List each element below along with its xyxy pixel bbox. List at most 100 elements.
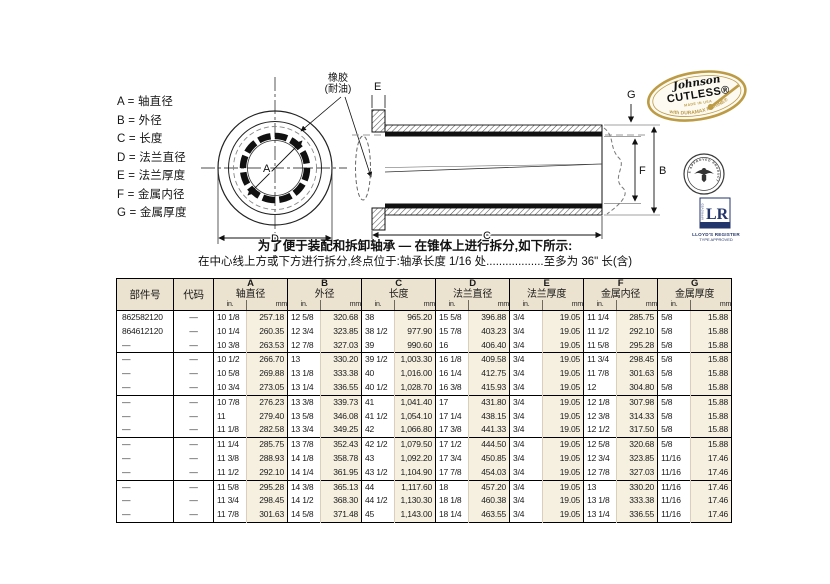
mm-value-cell: 330.20 bbox=[319, 352, 362, 368]
in-value-cell: 10 7/8 bbox=[213, 394, 247, 410]
mm-value-cell: 396.88 bbox=[468, 310, 510, 325]
in-value-cell: 11 3/4 bbox=[583, 352, 617, 368]
mm-value-cell: 1,092.20 bbox=[394, 451, 436, 466]
unit-mm: mm bbox=[394, 300, 436, 311]
unit-mm: mm bbox=[542, 300, 584, 311]
code-cell: — bbox=[173, 423, 214, 438]
dim-letter: A bbox=[247, 278, 254, 289]
mm-value-cell: 298.45 bbox=[246, 494, 288, 509]
in-value-cell: 3/4 bbox=[509, 423, 543, 438]
mm-value-cell: 19.05 bbox=[542, 324, 584, 339]
rubber-label-line1: 橡胶 bbox=[328, 71, 348, 84]
mm-value-cell: 339.73 bbox=[319, 394, 362, 410]
mm-value-cell: 320.68 bbox=[319, 310, 362, 325]
mm-value-cell: 346.08 bbox=[319, 409, 362, 424]
unit-in: in. bbox=[435, 300, 469, 311]
in-value-cell: 13 3/8 bbox=[287, 394, 321, 410]
in-value-cell: 11 7/8 bbox=[583, 367, 617, 381]
mm-value-cell: 15.88 bbox=[690, 338, 732, 353]
in-value-cell: 15 5/8 bbox=[435, 310, 469, 325]
in-value-cell: 17 7/8 bbox=[435, 465, 469, 481]
in-value-cell: 13 1/4 bbox=[583, 508, 617, 523]
in-value-cell: 10 1/8 bbox=[213, 310, 247, 325]
code-cell: — bbox=[173, 437, 214, 452]
in-value-cell: 12 7/8 bbox=[583, 465, 617, 481]
unit-mm: mm bbox=[246, 300, 288, 311]
mm-value-cell: 336.55 bbox=[319, 380, 362, 396]
mm-value-cell: 1,054.10 bbox=[394, 409, 436, 424]
in-value-cell: 42 1/2 bbox=[361, 437, 395, 452]
legend-item-c: C = 长度 bbox=[117, 133, 163, 145]
table-row: — —10 3/4 273.05 13 1/4 336.55 40 1/2 1,028.70… bbox=[117, 380, 732, 396]
in-value-cell: 3/4 bbox=[509, 367, 543, 381]
mm-value-cell: 257.18 bbox=[246, 310, 288, 325]
col-header-dim-d: D 法兰直径 bbox=[435, 278, 510, 300]
mm-value-cell: 371.48 bbox=[319, 508, 362, 523]
in-value-cell: 14 1/8 bbox=[287, 451, 321, 466]
mm-value-cell: 333.38 bbox=[616, 494, 658, 509]
mm-value-cell: 288.93 bbox=[246, 451, 288, 466]
in-value-cell: 10 3/4 bbox=[213, 380, 247, 396]
in-value-cell: 12 5/8 bbox=[583, 437, 617, 452]
lr-side-text: APPROVED bbox=[701, 203, 705, 220]
mm-value-cell: 279.40 bbox=[246, 409, 288, 424]
code-cell: — bbox=[173, 352, 214, 368]
in-value-cell: 5/8 bbox=[657, 437, 691, 452]
dim-name: 轴直径 bbox=[235, 289, 266, 300]
note-line1: 为了便于装配和拆卸轴承 — 在锥体上进行拆分,如下所示: bbox=[257, 239, 573, 253]
table-row: — —11 1/2 292.10 14 1/4 361.95 43 1/2 1,104.90… bbox=[117, 465, 732, 481]
in-value-cell: 5/8 bbox=[657, 409, 691, 424]
mm-value-cell: 1,117.60 bbox=[394, 479, 436, 495]
in-value-cell: 42 bbox=[361, 423, 395, 438]
in-value-cell: 12 bbox=[583, 380, 617, 396]
in-value-cell: 11/16 bbox=[657, 479, 691, 495]
mm-value-cell: 15.88 bbox=[690, 394, 732, 410]
dim-label-e: E bbox=[374, 81, 381, 93]
unit-in: in. bbox=[509, 300, 543, 311]
in-value-cell: 13 1/4 bbox=[287, 380, 321, 396]
mm-value-cell: 263.53 bbox=[246, 338, 288, 353]
in-value-cell: 39 bbox=[361, 338, 395, 353]
part-number-cell: — bbox=[122, 424, 131, 435]
table-row: — —11 3/4 298.45 14 1/2 368.30 44 1/2 1,130.30… bbox=[117, 494, 732, 509]
in-value-cell: 11 7/8 bbox=[213, 508, 247, 523]
lloyds-register-logo: LR APPROVED LLOYD'S REGISTER TYPE APPROV… bbox=[684, 197, 748, 242]
mm-value-cell: 1,143.00 bbox=[394, 508, 436, 523]
col-header-dim-f: F 金属内径 bbox=[583, 278, 658, 300]
in-value-cell: 16 3/8 bbox=[435, 380, 469, 396]
code-cell: — bbox=[173, 508, 214, 523]
mm-value-cell: 457.20 bbox=[468, 479, 510, 495]
dim-name: 金属内径 bbox=[600, 289, 641, 300]
in-value-cell: 45 bbox=[361, 508, 395, 523]
part-number-cell: — bbox=[116, 394, 174, 410]
mm-value-cell: 19.05 bbox=[542, 479, 584, 495]
col-header-dim-b: B 外径 bbox=[286, 278, 362, 300]
in-value-cell: 13 bbox=[583, 479, 617, 495]
spec-table-body: 862582120—10 1/8 257.18 12 5/8 320.68 38 965.… bbox=[116, 310, 732, 523]
mm-value-cell: 307.98 bbox=[616, 394, 658, 410]
mm-value-cell: 295.28 bbox=[246, 479, 288, 495]
mm-value-cell: 1,016.00 bbox=[394, 367, 436, 381]
in-value-cell: 11 1/4 bbox=[213, 437, 247, 452]
mm-value-cell: 365.13 bbox=[319, 479, 362, 495]
in-value-cell: 3/4 bbox=[509, 494, 543, 509]
dim-letter: E bbox=[543, 278, 550, 289]
lr-caption-line2: TYPE APPROVED bbox=[699, 237, 733, 242]
legend-item-a: A = 轴直径 bbox=[117, 96, 174, 108]
code-cell: — bbox=[173, 380, 214, 396]
col-header-dim-c: C 长度 bbox=[361, 278, 436, 300]
assembly-note: 为了便于装配和拆卸轴承 — 在锥体上进行拆分,如下所示: 在中心线上方或下方进行… bbox=[105, 239, 725, 271]
in-value-cell: 15 7/8 bbox=[435, 324, 469, 339]
in-value-cell: 43 bbox=[361, 451, 395, 466]
in-value-cell: 5/8 bbox=[657, 423, 691, 438]
part-number-cell: — bbox=[116, 479, 174, 495]
mm-value-cell: 1,130.30 bbox=[394, 494, 436, 509]
in-value-cell: 12 3/8 bbox=[583, 409, 617, 424]
mm-value-cell: 317.50 bbox=[616, 423, 658, 438]
mm-value-cell: 412.75 bbox=[468, 367, 510, 381]
mm-value-cell: 19.05 bbox=[542, 338, 584, 353]
in-value-cell: 14 5/8 bbox=[287, 508, 321, 523]
mm-value-cell: 460.38 bbox=[468, 494, 510, 509]
lr-monogram: LR bbox=[706, 206, 729, 223]
in-value-cell: 5/8 bbox=[657, 338, 691, 353]
